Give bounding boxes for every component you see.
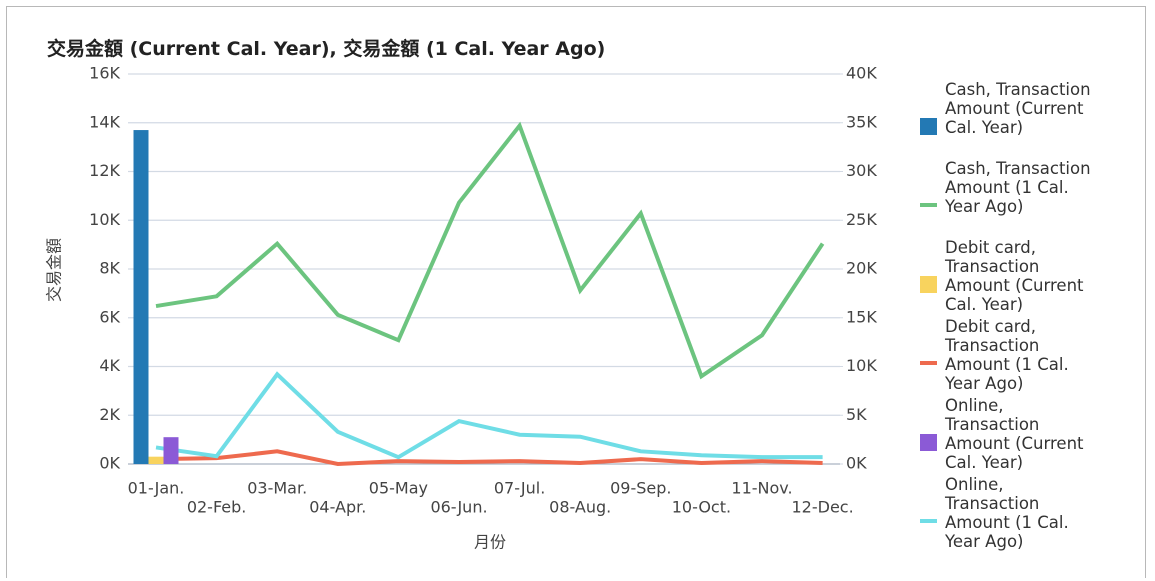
legend-item: Cash, Transaction Amount (Current Cal. Y… (918, 80, 1118, 159)
y-tick-label: 12K (89, 161, 120, 180)
legend-label: Online, Transaction Amount (Current Cal.… (945, 396, 1084, 472)
x-tick-label: 07-Jul. (494, 479, 545, 498)
legend-swatch (920, 276, 937, 293)
legend-item: Debit card, Transaction Amount (Current … (918, 238, 1118, 317)
legend: Cash, Transaction Amount (Current Cal. Y… (918, 80, 1118, 554)
line (155, 121, 825, 380)
x-tick-label: 03-Mar. (247, 479, 307, 498)
y-tick-label: 4K (99, 356, 120, 375)
legend-label: Debit card, Transaction Amount (1 Cal. Y… (945, 317, 1069, 393)
y2-tick-label: 0K (846, 454, 867, 473)
x-tick-label: 05-May (369, 479, 428, 498)
y-axis-title: 交易金額 (45, 238, 64, 302)
y2-tick-label: 30K (846, 161, 877, 180)
bar (148, 456, 164, 464)
y2-tick-label: 35K (846, 112, 877, 131)
legend-label: Cash, Transaction Amount (1 Cal. Year Ag… (945, 159, 1091, 216)
x-tick-label: 08-Aug. (549, 498, 611, 517)
y-tick-label: 2K (99, 405, 120, 424)
x-tick-label: 11-Nov. (731, 479, 792, 498)
y2-tick-label: 20K (846, 259, 877, 278)
legend-item: Online, Transaction Amount (Current Cal.… (918, 396, 1118, 475)
x-tick-label: 06-Jun. (430, 498, 487, 517)
y-tick-label: 14K (89, 112, 120, 131)
legend-swatch (920, 434, 937, 451)
x-tick-label: 09-Sep. (610, 479, 671, 498)
line (155, 449, 823, 467)
y2-tick-label: 5K (846, 405, 867, 424)
y-tick-label: 0K (99, 454, 120, 473)
legend-label: Online, Transaction Amount (1 Cal. Year … (945, 475, 1069, 551)
x-tick-label: 12-Dec. (792, 498, 854, 517)
frame (6, 6, 1146, 578)
legend-swatch (920, 361, 937, 365)
bar (133, 130, 149, 464)
y2-tick-label: 40K (846, 64, 877, 83)
legend-swatch (920, 118, 937, 135)
legend-label: Cash, Transaction Amount (Current Cal. Y… (945, 80, 1091, 137)
y2-tick-label: 15K (846, 307, 877, 326)
legend-item: Cash, Transaction Amount (1 Cal. Year Ag… (918, 159, 1118, 238)
x-tick-label: 02-Feb. (187, 498, 247, 517)
line (155, 371, 823, 460)
x-tick-label: 10-Oct. (672, 498, 731, 517)
y-tick-label: 10K (89, 210, 120, 229)
x-tick-label: 01-Jan. (128, 479, 185, 498)
legend-label: Debit card, Transaction Amount (Current … (945, 238, 1084, 314)
bar (163, 437, 179, 464)
chart-title: 交易金額 (Current Cal. Year), 交易金額 (1 Cal. Y… (47, 38, 606, 60)
y2-tick-label: 10K (846, 356, 877, 375)
x-axis-title: 月份 (474, 533, 506, 552)
x-tick-label: 04-Apr. (309, 498, 366, 517)
legend-item: Online, Transaction Amount (1 Cal. Year … (918, 475, 1118, 554)
legend-item: Debit card, Transaction Amount (1 Cal. Y… (918, 317, 1118, 396)
legend-swatch (920, 519, 937, 523)
y-tick-label: 16K (89, 64, 120, 83)
legend-swatch (920, 203, 937, 207)
grid (128, 73, 840, 465)
y-tick-label: 8K (99, 259, 120, 278)
y2-tick-label: 25K (846, 210, 877, 229)
y-tick-label: 6K (99, 307, 120, 326)
